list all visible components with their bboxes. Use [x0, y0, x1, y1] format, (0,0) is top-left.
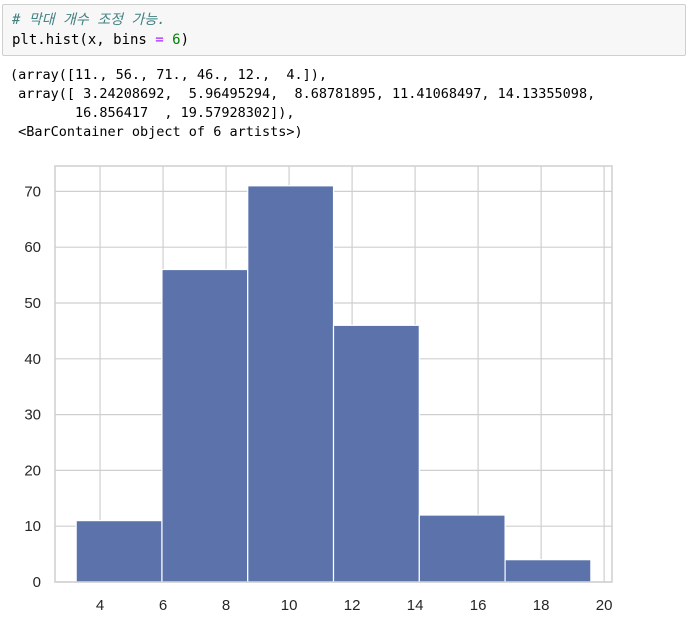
y-tick-label: 20: [24, 462, 41, 479]
x-tick-labels: 4 6 8 10 12 14 16 18 20: [96, 597, 613, 614]
y-tick-label: 60: [24, 239, 41, 256]
x-tick-label: 6: [159, 597, 167, 614]
y-tick-label: 0: [33, 574, 41, 591]
axes-border: [54, 165, 613, 583]
code-statement-line: plt.hist(x, bins = 6): [12, 31, 189, 49]
code-input-cell[interactable]: # 막대 개수 조정 가능. plt.hist(x, bins = 6): [2, 4, 686, 56]
y-tick-label: 10: [24, 518, 41, 535]
output-line-1: (array([11., 56., 71., 46., 12., 4.]),: [10, 67, 327, 83]
x-tick-label: 12: [344, 597, 361, 614]
code-number: 6: [172, 32, 181, 48]
code-space: [164, 32, 172, 48]
y-tick-label: 70: [24, 183, 41, 200]
y-tick-label: 30: [24, 407, 41, 424]
x-tick-label: 20: [596, 597, 613, 614]
bar-layer: [75, 185, 592, 583]
x-tick-label: 16: [470, 597, 487, 614]
histogram-chart: 4 6 8 10 12 14 16 18 20 0 10 20 30 40 50 60 70: [0, 150, 691, 628]
output-line-3: 16.856417 , 19.57928302]),: [10, 105, 295, 121]
code-comment-line: # 막대 개수 조정 가능.: [12, 11, 166, 29]
histogram-bar: [332, 324, 420, 583]
y-tick-label: 40: [24, 351, 41, 368]
code-prefix: plt.hist(x, bins: [12, 32, 156, 48]
y-tick-labels: 0 10 20 30 40 50 60 70: [24, 183, 41, 591]
output-line-4: <BarContainer object of 6 artists>): [10, 124, 303, 140]
histogram-bar: [504, 559, 592, 583]
code-operator: =: [155, 32, 164, 48]
y-tick-label: 50: [24, 295, 41, 312]
x-tick-label: 14: [407, 597, 424, 614]
histogram-bar: [418, 514, 506, 583]
x-tick-label: 8: [222, 597, 230, 614]
histogram-svg: 4 6 8 10 12 14 16 18 20 0 10 20 30 40 50 60 70: [24, 165, 613, 614]
histogram-bar: [75, 520, 163, 583]
histogram-bar: [247, 185, 335, 583]
x-tick-label: 18: [533, 597, 550, 614]
x-tick-label: 4: [96, 597, 104, 614]
x-tick-label: 10: [281, 597, 298, 614]
plot-frame: [54, 165, 613, 583]
histogram-bar: [161, 268, 249, 583]
code-comment: # 막대 개수 조정 가능.: [12, 12, 166, 28]
output-text: (array([11., 56., 71., 46., 12., 4.]), a…: [10, 66, 595, 142]
code-suffix: ): [180, 32, 190, 48]
output-line-2: array([ 3.24208692, 5.96495294, 8.687818…: [10, 86, 596, 102]
